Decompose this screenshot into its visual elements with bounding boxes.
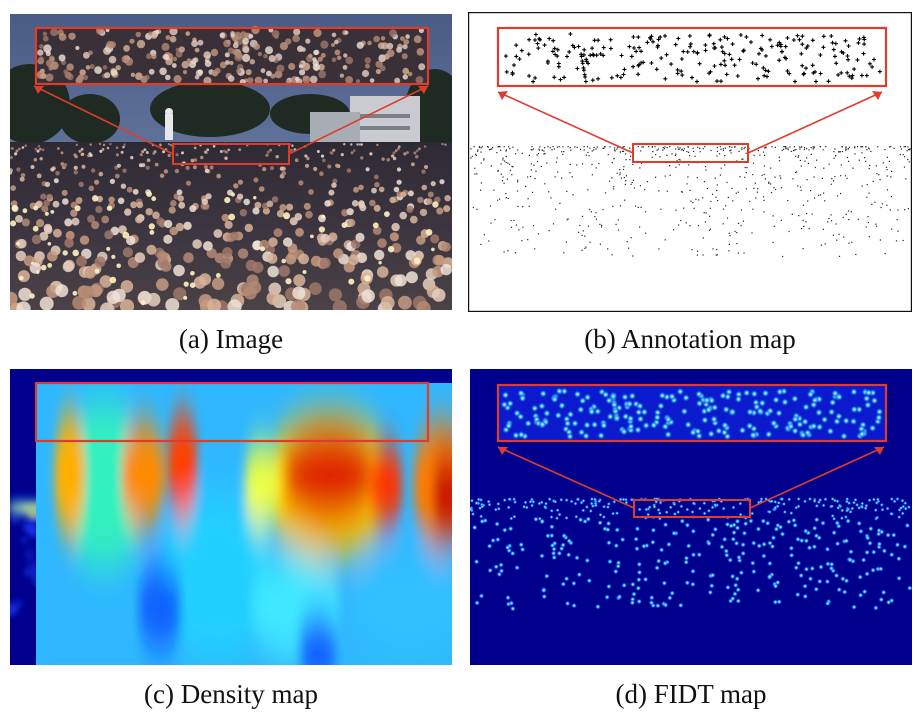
zoom-connector-right <box>288 85 429 155</box>
building <box>310 96 420 144</box>
crowd-heads <box>10 142 452 310</box>
caption-fidt-map: (d) FIDT map <box>615 679 767 709</box>
caption-annotation-map: (b) Annotation map <box>584 324 796 354</box>
annotation-map <box>468 12 912 312</box>
arrow-right-icon <box>872 91 882 100</box>
statue <box>165 108 173 140</box>
candle-lights <box>10 191 439 306</box>
arrow-right-icon <box>418 86 428 94</box>
zoom-connector-right <box>747 91 883 154</box>
crowd-photo <box>10 14 452 310</box>
caption-density-map: (c) Density map <box>144 679 318 709</box>
zoom-connector-right <box>749 446 885 509</box>
fidt-map-panel <box>470 369 912 665</box>
density-map-panel <box>10 369 452 665</box>
annotation-map-panel <box>468 12 912 312</box>
crowd-photo-panel <box>10 14 452 310</box>
zoom-connector-left <box>497 446 635 509</box>
density-map <box>10 369 452 665</box>
zoom-inset <box>496 383 888 443</box>
zoom-connector-left <box>33 85 174 155</box>
fidt-points <box>470 496 912 612</box>
zoom-connector-left <box>497 91 634 154</box>
arrow-left-icon <box>498 91 508 100</box>
zoom-region-box <box>633 499 751 518</box>
fidt-map <box>470 369 912 665</box>
arrow-right-icon <box>874 447 884 455</box>
arrow-left-icon <box>498 447 508 455</box>
zoom-inset <box>34 26 430 86</box>
zoom-inset <box>34 381 430 443</box>
arrow-left-icon <box>34 86 44 94</box>
zoom-inset <box>496 26 888 88</box>
caption-image: (a) Image <box>178 324 284 354</box>
